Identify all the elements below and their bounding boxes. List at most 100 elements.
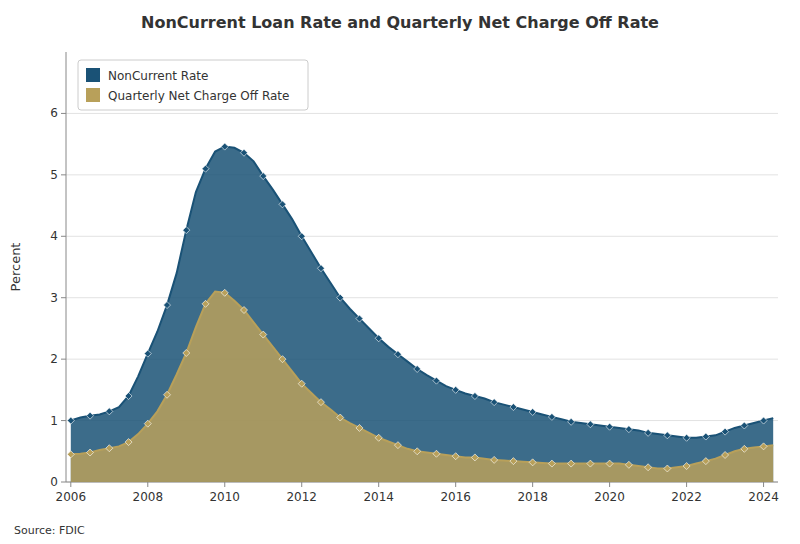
- plot-area: [67, 143, 773, 482]
- marker: [221, 289, 228, 296]
- marker: [144, 420, 151, 427]
- x-tick: [301, 482, 302, 487]
- marker: [587, 421, 594, 428]
- marker: [67, 451, 74, 458]
- x-tick-label: 2008: [133, 490, 164, 504]
- marker: [183, 350, 190, 357]
- marker: [202, 165, 209, 172]
- marker: [221, 143, 228, 150]
- legend-label: NonCurrent Rate: [108, 69, 208, 83]
- y-tick-label: 6: [50, 106, 58, 120]
- x-tick: [378, 482, 379, 487]
- marker: [491, 399, 498, 406]
- marker: [625, 461, 632, 468]
- marker: [317, 265, 324, 272]
- y-axis-label: Percent: [8, 243, 23, 292]
- x-tick-label: 2010: [209, 490, 240, 504]
- y-tick: [61, 359, 66, 360]
- legend-label: Quarterly Net Charge Off Rate: [108, 89, 289, 103]
- marker: [279, 201, 286, 208]
- marker: [356, 315, 363, 322]
- grid-line: [66, 113, 778, 114]
- marker: [645, 464, 652, 471]
- marker: [164, 302, 171, 309]
- x-tick: [70, 482, 71, 487]
- marker: [260, 331, 267, 338]
- marker: [683, 463, 690, 470]
- y-tick-label: 2: [50, 352, 58, 366]
- marker: [433, 450, 440, 457]
- y-tick-label: 5: [50, 168, 58, 182]
- x-tick-label: 2014: [363, 490, 394, 504]
- marker: [625, 426, 632, 433]
- legend-box: [78, 60, 308, 110]
- marker: [529, 459, 536, 466]
- line: [71, 292, 773, 469]
- annotation: Source: FDIC: [14, 524, 85, 537]
- marker: [664, 465, 671, 472]
- y-tick-label: 1: [50, 414, 58, 428]
- marker: [317, 399, 324, 406]
- marker: [606, 460, 613, 467]
- marker: [471, 454, 478, 461]
- marker: [67, 417, 74, 424]
- marker: [414, 365, 421, 372]
- marker: [683, 434, 690, 441]
- y-tick: [61, 482, 66, 483]
- marker: [587, 460, 594, 467]
- x-tick: [224, 482, 225, 487]
- marker: [529, 408, 536, 415]
- y-tick: [61, 297, 66, 298]
- marker: [548, 460, 555, 467]
- marker: [471, 393, 478, 400]
- legend-swatch: [86, 68, 100, 82]
- marker: [337, 414, 344, 421]
- x-tick-label: 2020: [594, 490, 625, 504]
- y-tick: [61, 236, 66, 237]
- marker: [741, 445, 748, 452]
- x-tick-label: 2024: [748, 490, 779, 504]
- marker: [106, 445, 113, 452]
- marker: [414, 448, 421, 455]
- marker: [337, 294, 344, 301]
- area-fill: [71, 147, 773, 482]
- title: NonCurrent Loan Rate and Quarterly Net C…: [141, 13, 659, 32]
- marker: [202, 300, 209, 307]
- marker: [87, 412, 94, 419]
- marker: [741, 422, 748, 429]
- marker: [183, 227, 190, 234]
- legend-swatch: [86, 88, 100, 102]
- marker: [241, 307, 248, 314]
- marker: [510, 404, 517, 411]
- marker: [452, 453, 459, 460]
- y-tick: [61, 174, 66, 175]
- marker: [356, 424, 363, 431]
- y-axis-line: [66, 52, 67, 482]
- chart: NonCurrent Loan Rate and Quarterly Net C…: [0, 0, 800, 544]
- x-tick: [532, 482, 533, 487]
- marker: [760, 417, 767, 424]
- marker: [375, 335, 382, 342]
- marker: [510, 458, 517, 465]
- marker: [260, 173, 267, 180]
- marker: [568, 418, 575, 425]
- marker: [164, 391, 171, 398]
- grid-line: [66, 236, 778, 237]
- x-tick: [763, 482, 764, 487]
- y-tick: [61, 420, 66, 421]
- marker: [375, 434, 382, 441]
- x-tick-label: 2022: [671, 490, 702, 504]
- marker: [702, 458, 709, 465]
- legend: NonCurrent Rate Quarterly Net Charge Off …: [78, 60, 308, 110]
- grid-line: [66, 174, 778, 175]
- marker: [664, 432, 671, 439]
- marker: [241, 149, 248, 156]
- marker: [548, 413, 555, 420]
- y-tick: [61, 113, 66, 114]
- x-tick-label: 2018: [517, 490, 548, 504]
- marker: [144, 350, 151, 357]
- marker: [722, 451, 729, 458]
- marker: [125, 393, 132, 400]
- marker: [106, 408, 113, 415]
- marker: [298, 380, 305, 387]
